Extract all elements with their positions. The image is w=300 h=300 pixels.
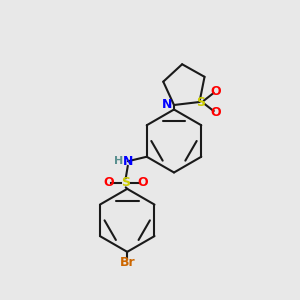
- Text: O: O: [211, 106, 221, 119]
- Text: H: H: [114, 156, 123, 166]
- Text: O: O: [211, 85, 221, 98]
- Text: N: N: [123, 155, 133, 168]
- Text: Br: Br: [119, 256, 135, 269]
- Text: O: O: [138, 176, 148, 189]
- Text: S: S: [121, 176, 130, 189]
- Text: N: N: [162, 98, 172, 112]
- Text: O: O: [103, 176, 114, 189]
- Text: S: S: [196, 95, 206, 109]
